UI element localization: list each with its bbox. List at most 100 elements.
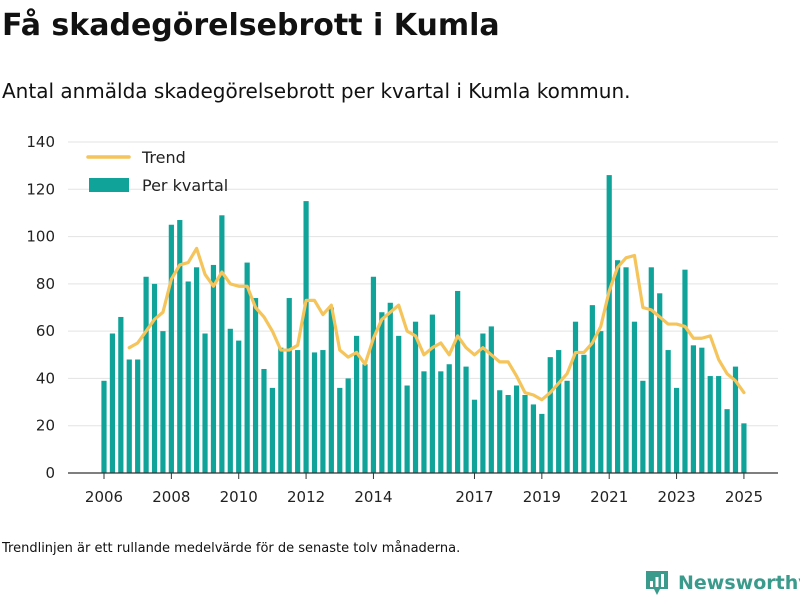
bar <box>665 350 671 473</box>
bar <box>328 307 334 473</box>
bar <box>295 350 301 473</box>
bar <box>657 293 663 473</box>
x-tick-label: 2017 <box>455 488 493 506</box>
bar <box>648 267 654 473</box>
trend-line <box>127 246 746 402</box>
bar <box>261 368 267 473</box>
bar <box>151 283 158 473</box>
bar <box>732 366 739 473</box>
bar <box>421 371 427 473</box>
bar <box>194 267 200 473</box>
bar <box>488 326 494 473</box>
bar <box>598 331 604 473</box>
bar <box>682 269 688 473</box>
legend-bar-swatch <box>89 178 129 192</box>
bar <box>412 321 419 473</box>
bar <box>219 215 225 474</box>
bar <box>177 220 183 473</box>
bar <box>497 390 503 473</box>
bar <box>269 387 275 473</box>
bar <box>135 359 141 473</box>
trend-series <box>127 246 746 402</box>
x-tick-label: 2021 <box>590 488 628 506</box>
x-tick-label: 2006 <box>85 488 123 506</box>
bar <box>471 399 478 473</box>
x-tick-label: 2008 <box>152 488 190 506</box>
bar <box>185 281 191 473</box>
bar <box>362 364 368 473</box>
x-tick-label: 2019 <box>523 488 561 506</box>
bar <box>278 347 284 473</box>
bar <box>286 298 292 473</box>
bar <box>446 364 452 473</box>
bar <box>227 328 233 473</box>
bar <box>572 321 579 473</box>
bar <box>505 394 511 473</box>
chart-subtitle: Antal anmälda skadegörelsebrott per kvar… <box>2 79 631 103</box>
bar <box>202 333 208 473</box>
footnote: Trendlinjen är ett rullande medelvärde f… <box>2 541 461 556</box>
bar <box>513 385 520 473</box>
bar <box>370 276 377 473</box>
y-tick-label: 140 <box>26 133 55 151</box>
bar <box>480 333 486 473</box>
bar <box>404 385 410 473</box>
bar <box>387 302 393 473</box>
bar <box>673 387 680 473</box>
brand-name: Newsworthy <box>678 572 800 594</box>
bar <box>547 357 553 473</box>
bar <box>210 264 217 473</box>
bar-series <box>101 175 747 474</box>
bar <box>539 413 545 473</box>
bar <box>109 333 116 473</box>
bar <box>724 409 730 473</box>
bar <box>320 350 326 473</box>
bar <box>438 371 444 473</box>
y-tick-label: 60 <box>36 322 55 340</box>
bar <box>606 175 612 473</box>
x-tick-label: 2025 <box>725 488 763 506</box>
axes: 0 20 40 60 80 100 120 140 2006 2008 2010 2012 2014 20… <box>26 133 778 506</box>
bar <box>463 366 469 473</box>
bar <box>699 347 705 473</box>
bar <box>455 290 461 473</box>
bar <box>160 331 166 473</box>
bar <box>623 267 629 473</box>
y-tick-label: 20 <box>36 417 55 435</box>
bar <box>101 380 107 473</box>
legend-bar-label: Per kvartal <box>142 176 228 195</box>
bar <box>345 378 351 473</box>
x-tick-label: 2012 <box>287 488 325 506</box>
y-tick-label: 120 <box>26 180 55 198</box>
bar <box>589 305 595 473</box>
bar <box>429 314 435 473</box>
bar <box>564 380 570 473</box>
bar <box>581 354 587 473</box>
bar <box>303 201 309 474</box>
bar <box>354 335 360 473</box>
bar <box>690 345 696 473</box>
y-tick-label: 0 <box>45 464 55 482</box>
bar <box>707 376 713 473</box>
legend: Trend Per kvartal <box>86 148 228 195</box>
newsworthy-icon <box>646 571 668 595</box>
y-tick-label: 80 <box>36 275 55 293</box>
bar <box>741 423 747 473</box>
bar <box>143 276 149 473</box>
x-tick-label: 2010 <box>220 488 258 506</box>
bar <box>640 380 646 473</box>
x-tick-label: 2014 <box>354 488 392 506</box>
bar <box>522 394 528 473</box>
bar <box>379 312 385 473</box>
bar <box>337 387 343 473</box>
bar <box>252 298 259 473</box>
brand-logo: Newsworthy <box>644 568 800 598</box>
y-tick-label: 40 <box>36 369 55 387</box>
bar <box>396 335 402 473</box>
bar <box>126 359 132 473</box>
bar <box>716 376 722 473</box>
chart-title: Få skadegörelsebrott i Kumla <box>2 8 500 43</box>
legend-trend-label: Trend <box>141 148 186 167</box>
y-tick-label: 100 <box>26 228 55 246</box>
